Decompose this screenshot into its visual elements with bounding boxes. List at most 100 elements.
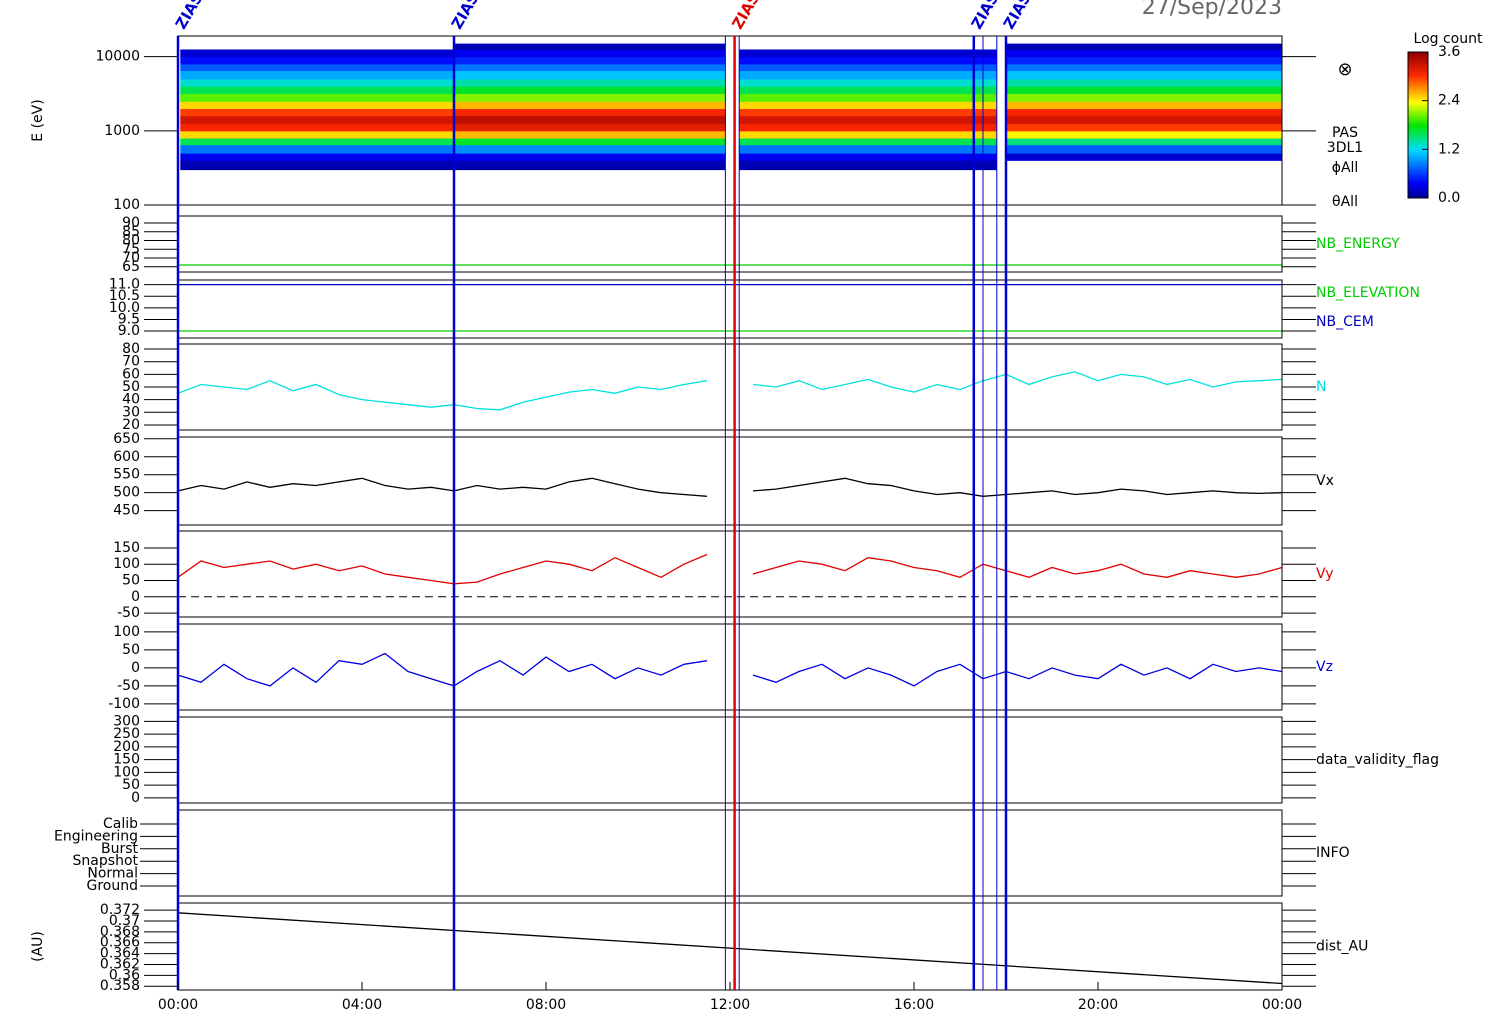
heat-cell: [454, 123, 726, 132]
event-label: ZIAS: [968, 0, 1003, 32]
panel-frame: [177, 902, 1283, 991]
series-label: NB_ENERGY: [1316, 236, 1400, 252]
heat-cell: [454, 108, 726, 117]
heat-cell: [454, 101, 726, 110]
y-tick-label: 10.0: [109, 300, 140, 316]
colorbar-step: [1408, 52, 1428, 55]
event-label: ZIAS: [172, 0, 207, 32]
heat-cell: [180, 108, 455, 117]
colorbar-step: [1408, 100, 1428, 104]
y-tick-label: 9.5: [118, 311, 140, 327]
series-label: Vx: [1316, 473, 1334, 489]
colorbar-step: [1408, 95, 1428, 99]
y-tick-label: 9.0: [118, 323, 140, 339]
series-label: dist_AU: [1316, 939, 1368, 955]
y-tick-label: 70: [122, 354, 140, 370]
heat-cell: [454, 115, 726, 125]
heat-cell: [1006, 153, 1282, 161]
heat-cell: [1006, 108, 1282, 117]
heat-cell: [454, 138, 726, 146]
heat-cell: [180, 130, 455, 139]
panel-frame: [177, 343, 1283, 431]
series-label: N: [1316, 379, 1326, 395]
colorbar-step: [1408, 178, 1428, 182]
panel-label: data_validity_flag: [1316, 752, 1439, 768]
colorbar-step: [1408, 151, 1428, 155]
y-tick-label: 250: [113, 726, 140, 742]
colorbar-step: [1408, 81, 1428, 85]
y-tick-label: 50: [122, 379, 140, 395]
colorbar-step: [1408, 129, 1428, 133]
heat-cell: [1006, 49, 1282, 58]
colorbar-step: [1408, 173, 1428, 177]
heat-cell: [1006, 43, 1282, 50]
colorbar-step: [1408, 112, 1428, 116]
colorbar-step: [1408, 107, 1428, 111]
colorbar-step: [1408, 139, 1428, 143]
event-label: ZIAS: [448, 0, 483, 32]
colorbar-step: [1408, 180, 1428, 184]
colorbar-step: [1408, 54, 1428, 58]
heat-cell: [739, 63, 997, 72]
y-tick-label: 0.366: [100, 935, 140, 951]
colorbar-step: [1408, 71, 1428, 75]
y-tick-label: 100: [113, 197, 140, 213]
heat-cell: [454, 43, 726, 50]
panel-label: PAS: [1332, 125, 1358, 141]
y-tick-label: 10.5: [109, 288, 140, 304]
y-tick-label: 100: [113, 556, 140, 572]
colorbar-step: [1408, 127, 1428, 131]
x-tick-label: 12:00: [710, 997, 750, 1013]
y-tick-label: 80: [122, 341, 140, 357]
y-tick-label: 80: [122, 233, 140, 249]
colorbar-step: [1408, 142, 1428, 145]
heat-cell: [454, 130, 726, 139]
y-tick-label: 50: [122, 573, 140, 589]
colorbar-step: [1408, 183, 1428, 187]
y-tick-label: -50: [117, 678, 140, 694]
colorbar-step: [1408, 132, 1428, 136]
y-tick-label: 600: [113, 449, 140, 465]
panel-label: INFO: [1316, 845, 1350, 861]
y-tick-label: 0.36: [109, 967, 140, 983]
panel-frame: [177, 716, 1283, 804]
heat-cell: [180, 123, 455, 132]
heat-cell: [739, 49, 997, 58]
heat-cell: [739, 101, 997, 110]
x-tick-label: 20:00: [1078, 997, 1118, 1013]
series-line: [177, 912, 1283, 985]
heat-cell: [180, 115, 455, 125]
colorbar-step: [1408, 193, 1428, 197]
heat-cell: [180, 49, 455, 58]
series-label: NB_ELEVATION: [1316, 285, 1420, 301]
category-label: Ground: [87, 878, 139, 894]
x-tick-label: 08:00: [526, 997, 566, 1013]
colorbar-title: Log count: [1414, 31, 1483, 47]
heat-cell: [1006, 130, 1282, 139]
y-axis-title: (AU): [30, 931, 46, 962]
event-label: ZIAS: [728, 0, 763, 32]
y-tick-label: 650: [113, 431, 140, 447]
panel-frame: [177, 279, 1283, 339]
panel-label: 3DL1: [1327, 140, 1363, 156]
colorbar-step: [1408, 69, 1428, 72]
colorbar-step: [1408, 168, 1428, 172]
colorbar-step: [1408, 125, 1428, 128]
date: 27/Sep/2023: [1142, 0, 1282, 20]
colorbar-step: [1408, 120, 1428, 124]
colorbar-step: [1408, 73, 1428, 77]
x-tick-label: 16:00: [894, 997, 934, 1013]
heat-cell: [739, 56, 997, 65]
colorbar-tick-label: 1.2: [1438, 141, 1460, 157]
colorbar-step: [1408, 185, 1428, 189]
y-tick-label: -100: [108, 696, 140, 712]
colorbar-step: [1408, 154, 1428, 158]
colorbar-step: [1408, 103, 1428, 107]
heat-cell: [454, 49, 726, 58]
y-tick-label: -50: [117, 605, 140, 621]
colorbar-step: [1408, 110, 1428, 114]
colorbar-step: [1408, 122, 1428, 126]
y-tick-label: 0.364: [100, 946, 140, 962]
x-tick-label: 04:00: [342, 997, 382, 1013]
colorbar-step: [1408, 176, 1428, 180]
